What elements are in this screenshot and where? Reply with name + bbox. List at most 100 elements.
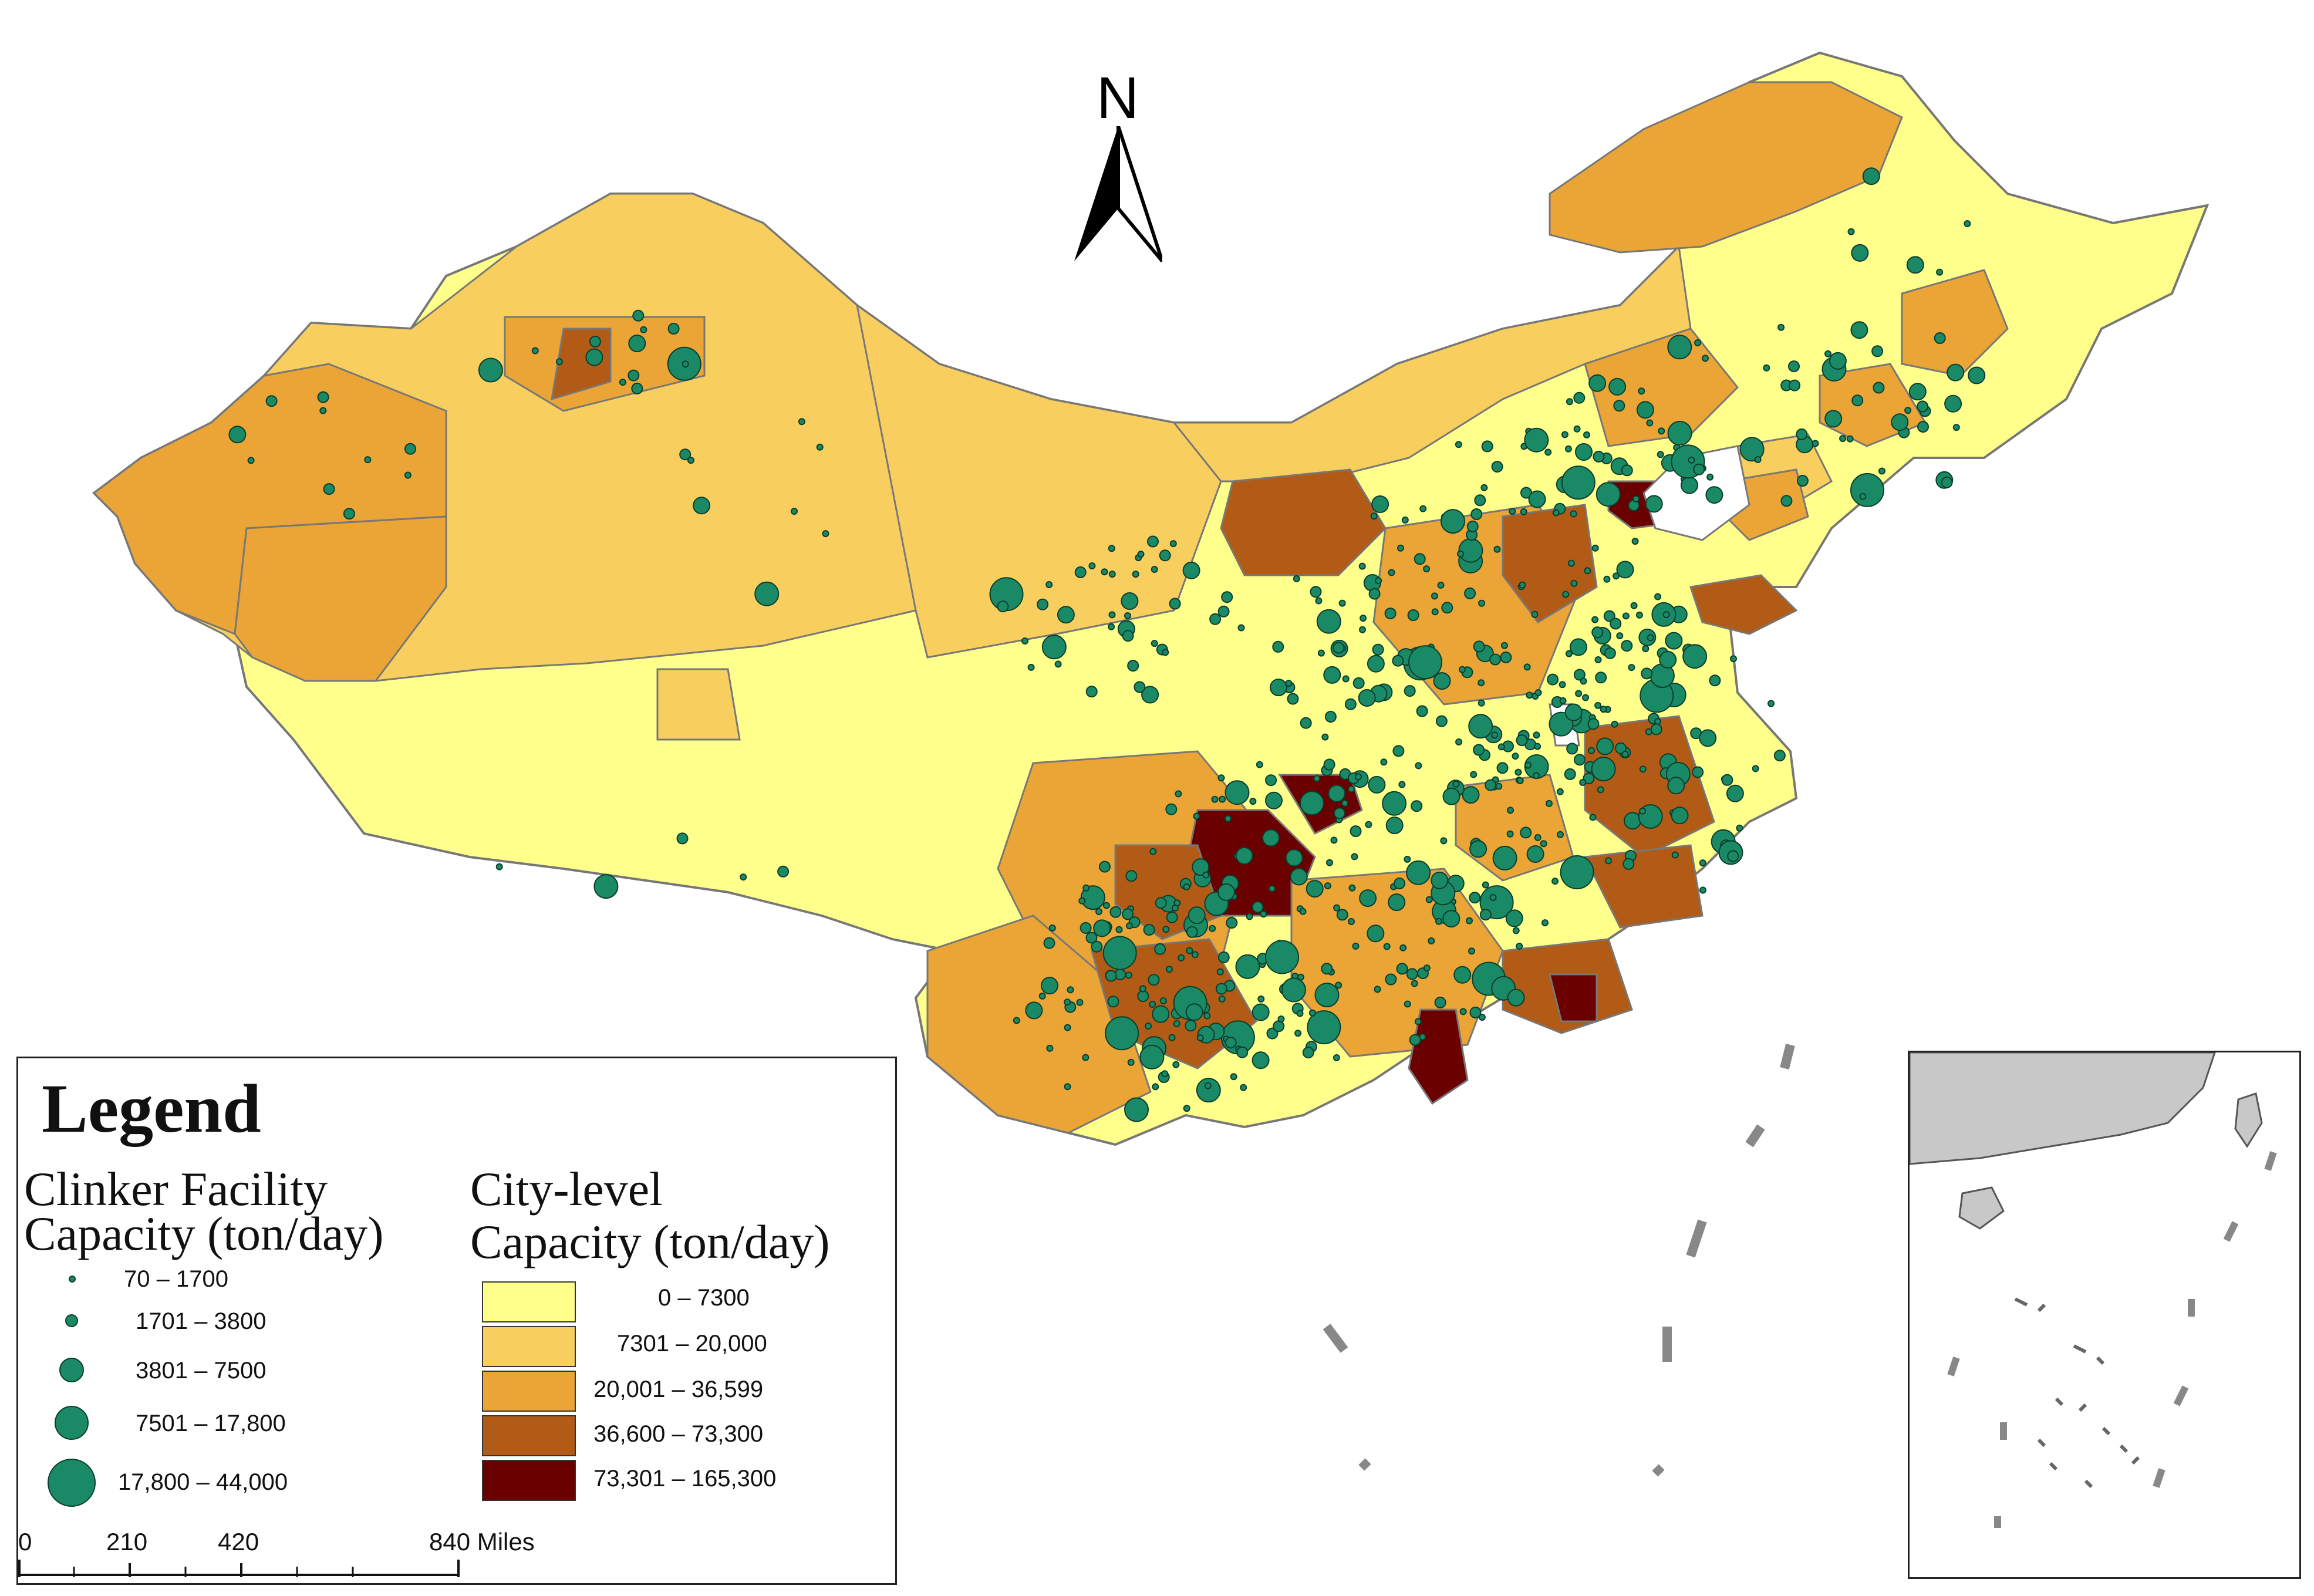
- facility-dot: [1038, 992, 1046, 1000]
- facility-dot: [404, 471, 411, 479]
- city-class-2-label: 7301 – 20,000: [617, 1331, 767, 1357]
- facility-dot: [1191, 951, 1199, 959]
- facility-dot: [777, 865, 790, 878]
- facility-dot: [1041, 977, 1058, 995]
- facility-dot: [1702, 355, 1709, 362]
- facility-dot: [1411, 980, 1418, 987]
- facility-dot: [1217, 883, 1235, 901]
- facility-dot: [1431, 592, 1438, 600]
- facility-dot: [1595, 482, 1621, 507]
- facility-dot: [1134, 681, 1146, 693]
- facility-dot: [1604, 647, 1616, 659]
- facility-dot: [1453, 966, 1472, 984]
- facility-dot: [1464, 587, 1476, 599]
- facility-dot: [676, 832, 689, 845]
- facility-dot: [1597, 786, 1604, 794]
- facility-dot: [1613, 400, 1625, 412]
- facility-dot: [1236, 1046, 1249, 1058]
- island-dashes-right: [1652, 1044, 1795, 1477]
- facility-dot: [1709, 674, 1721, 687]
- facility-dot: [1152, 1083, 1159, 1091]
- facility-dot: [1596, 737, 1614, 755]
- facility-dot: [1575, 443, 1593, 461]
- facility-dot: [1125, 971, 1132, 979]
- facility-dot: [1559, 697, 1567, 704]
- facility-dot: [1219, 795, 1226, 803]
- facility-dot: [1442, 910, 1460, 928]
- facility-dot: [1839, 435, 1847, 443]
- region-northeast-a: [1584, 328, 1739, 447]
- facility-dot: [1330, 836, 1338, 844]
- facility-dot: [1630, 602, 1638, 609]
- facility-dot: [1667, 421, 1692, 446]
- facility-dot: [1534, 743, 1541, 750]
- facility-dot: [1091, 940, 1103, 953]
- facility-dot: [1564, 703, 1583, 721]
- facility-dot: [1185, 1003, 1203, 1021]
- facility-dot: [632, 309, 645, 322]
- facility-dot: [1183, 1105, 1190, 1112]
- facility-dot: [1492, 845, 1517, 870]
- facility-dot: [1500, 642, 1508, 649]
- facility-dot: [1496, 762, 1509, 774]
- facility-dot: [1526, 845, 1544, 863]
- facility-dot: [1237, 624, 1245, 632]
- facility-dot: [1917, 421, 1929, 433]
- facility-dot: [997, 600, 1009, 613]
- facility-dot: [1143, 924, 1155, 936]
- facility-dot: [1161, 1070, 1169, 1078]
- facility-dot: [1085, 932, 1098, 944]
- facility-dot: [1468, 947, 1475, 955]
- city-legend-title-line1: City-level: [470, 1162, 663, 1216]
- facility-dot: [1326, 859, 1333, 866]
- facility-dot: [1080, 922, 1092, 934]
- region-gansu-band: [855, 303, 1222, 659]
- facility-dot: [1315, 597, 1323, 605]
- facility-dot: [1559, 681, 1566, 689]
- facility-dot: [1564, 768, 1576, 780]
- facility-dot: [1574, 754, 1586, 766]
- facility-dot: [1324, 711, 1337, 723]
- facility-dot: [1621, 464, 1633, 477]
- region-zhejiang: [1583, 844, 1704, 929]
- facility-dot: [1491, 461, 1503, 473]
- facility-dot: [1409, 1034, 1421, 1046]
- facility-dot: [1323, 666, 1341, 684]
- facility-dot: [1594, 656, 1602, 663]
- facility-dot: [1265, 791, 1283, 809]
- facility-dot: [1388, 569, 1395, 576]
- facility-dot: [1334, 807, 1345, 819]
- facility-dot: [1173, 899, 1181, 907]
- facility-dot: [1182, 561, 1200, 579]
- facility-dot: [798, 418, 805, 426]
- facility-dot: [1706, 473, 1714, 481]
- facility-dot: [1132, 571, 1139, 578]
- facility-dot: [1479, 909, 1492, 921]
- north-arrow-icon: [1074, 126, 1162, 262]
- facility-dot: [1847, 228, 1855, 235]
- facility-dot: [1192, 858, 1210, 876]
- facility-dot: [1375, 577, 1382, 585]
- facility-dot: [1281, 977, 1306, 1003]
- facility-dot: [1186, 947, 1193, 954]
- facility-dot: [1411, 800, 1423, 812]
- facility-dot: [1489, 653, 1502, 666]
- facility-dot: [1632, 495, 1640, 502]
- facility-dot: [791, 508, 798, 515]
- facility-dot: [1681, 476, 1698, 494]
- facility-dot: [1064, 1083, 1071, 1091]
- facility-dot: [1564, 445, 1572, 453]
- facility-dot: [1699, 859, 1706, 867]
- facility-dot: [1145, 1023, 1152, 1030]
- facility-dot: [1621, 750, 1629, 758]
- facility-dot: [1600, 706, 1607, 713]
- region-xinjiang-south: [234, 515, 447, 682]
- facility-dot: [1497, 743, 1505, 751]
- facility-dot: [754, 581, 780, 606]
- facility-dot: [1566, 398, 1573, 406]
- scale-label-840: 840 Miles: [429, 1528, 535, 1555]
- facility-dot: [1162, 649, 1169, 656]
- facility-dot: [1699, 729, 1717, 747]
- facility-dot: [1166, 911, 1178, 923]
